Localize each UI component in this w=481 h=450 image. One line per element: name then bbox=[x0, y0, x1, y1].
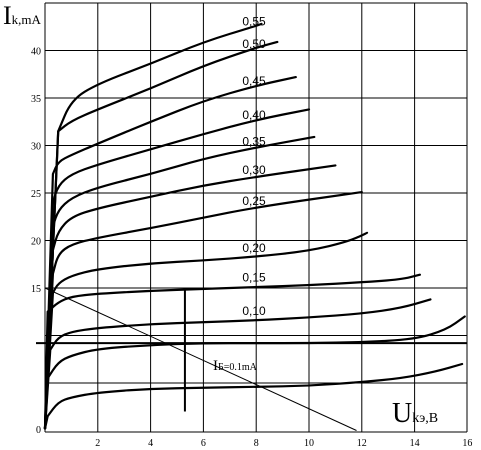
x-axis-main: U bbox=[392, 398, 412, 429]
x-tick-label: 12 bbox=[357, 438, 367, 449]
x-tick-label: 8 bbox=[254, 438, 259, 449]
curve-series-11 bbox=[43, 362, 464, 430]
curve-series-8 bbox=[43, 273, 421, 430]
tick-labels: 2 4 6 8 10 12 14 16 0 15 20 25 30 35 40 bbox=[31, 47, 472, 450]
curve-label: 0,10 bbox=[242, 304, 266, 318]
curves bbox=[43, 22, 466, 430]
x-axis-title: Ukэ,B bbox=[392, 398, 438, 429]
x-tick-label: 10 bbox=[304, 438, 314, 449]
y-tick-label: 25 bbox=[31, 189, 41, 200]
y-tick-label: 15 bbox=[31, 284, 41, 295]
curve-series-2 bbox=[43, 76, 297, 430]
curve-series-1 bbox=[43, 40, 279, 430]
base-current-sub: Б=0.1mA bbox=[218, 362, 258, 373]
curve-label: 0,30 bbox=[242, 163, 266, 177]
curve-label: 0,15 bbox=[242, 271, 266, 285]
grid bbox=[44, 2, 468, 433]
base-current-main: I bbox=[213, 358, 218, 374]
curve-label: 0,20 bbox=[242, 241, 266, 255]
curve-label: 0,55 bbox=[242, 14, 266, 28]
curve-label: 0,25 bbox=[242, 194, 266, 208]
x-tick-label: 6 bbox=[201, 438, 206, 449]
y-tick-label: 35 bbox=[31, 94, 41, 105]
curve-series-0 bbox=[43, 22, 263, 430]
x-tick-label: 16 bbox=[462, 438, 472, 449]
curve-series-7 bbox=[43, 231, 369, 430]
curve-series-4 bbox=[43, 135, 316, 430]
curve-label: 0,40 bbox=[242, 108, 266, 122]
curve-label: 0,35 bbox=[242, 134, 266, 148]
base-current-label: IБ=0.1mA bbox=[213, 358, 258, 374]
y-tick-label: 20 bbox=[31, 237, 41, 248]
y-axis-title: Ik,mA bbox=[3, 1, 42, 30]
y-axis-sub: k,mA bbox=[12, 12, 42, 27]
curve-series-10 bbox=[43, 315, 466, 430]
x-tick-label: 2 bbox=[95, 438, 100, 449]
y-tick-label: 40 bbox=[31, 47, 41, 58]
curve-series-5 bbox=[43, 164, 337, 430]
x-axis-sub: kэ,B bbox=[412, 411, 438, 426]
curve-series-6 bbox=[43, 190, 363, 430]
curve-series-3 bbox=[43, 108, 311, 430]
load-line bbox=[44, 287, 357, 431]
curve-series-9 bbox=[43, 298, 432, 430]
y-tick-label: 30 bbox=[31, 142, 41, 153]
curve-labels: 0,55 0,50 0,45 0,40 0,35 0,30 0,25 0,20 0,15 0,10 bbox=[242, 14, 266, 318]
curve-label: 0,50 bbox=[242, 37, 266, 51]
x-tick-label: 4 bbox=[148, 438, 153, 449]
y-axis-main: I bbox=[3, 1, 12, 30]
x-tick-label: 14 bbox=[410, 438, 420, 449]
curve-label: 0,45 bbox=[242, 74, 266, 88]
y-tick-label: 0 bbox=[36, 425, 41, 436]
